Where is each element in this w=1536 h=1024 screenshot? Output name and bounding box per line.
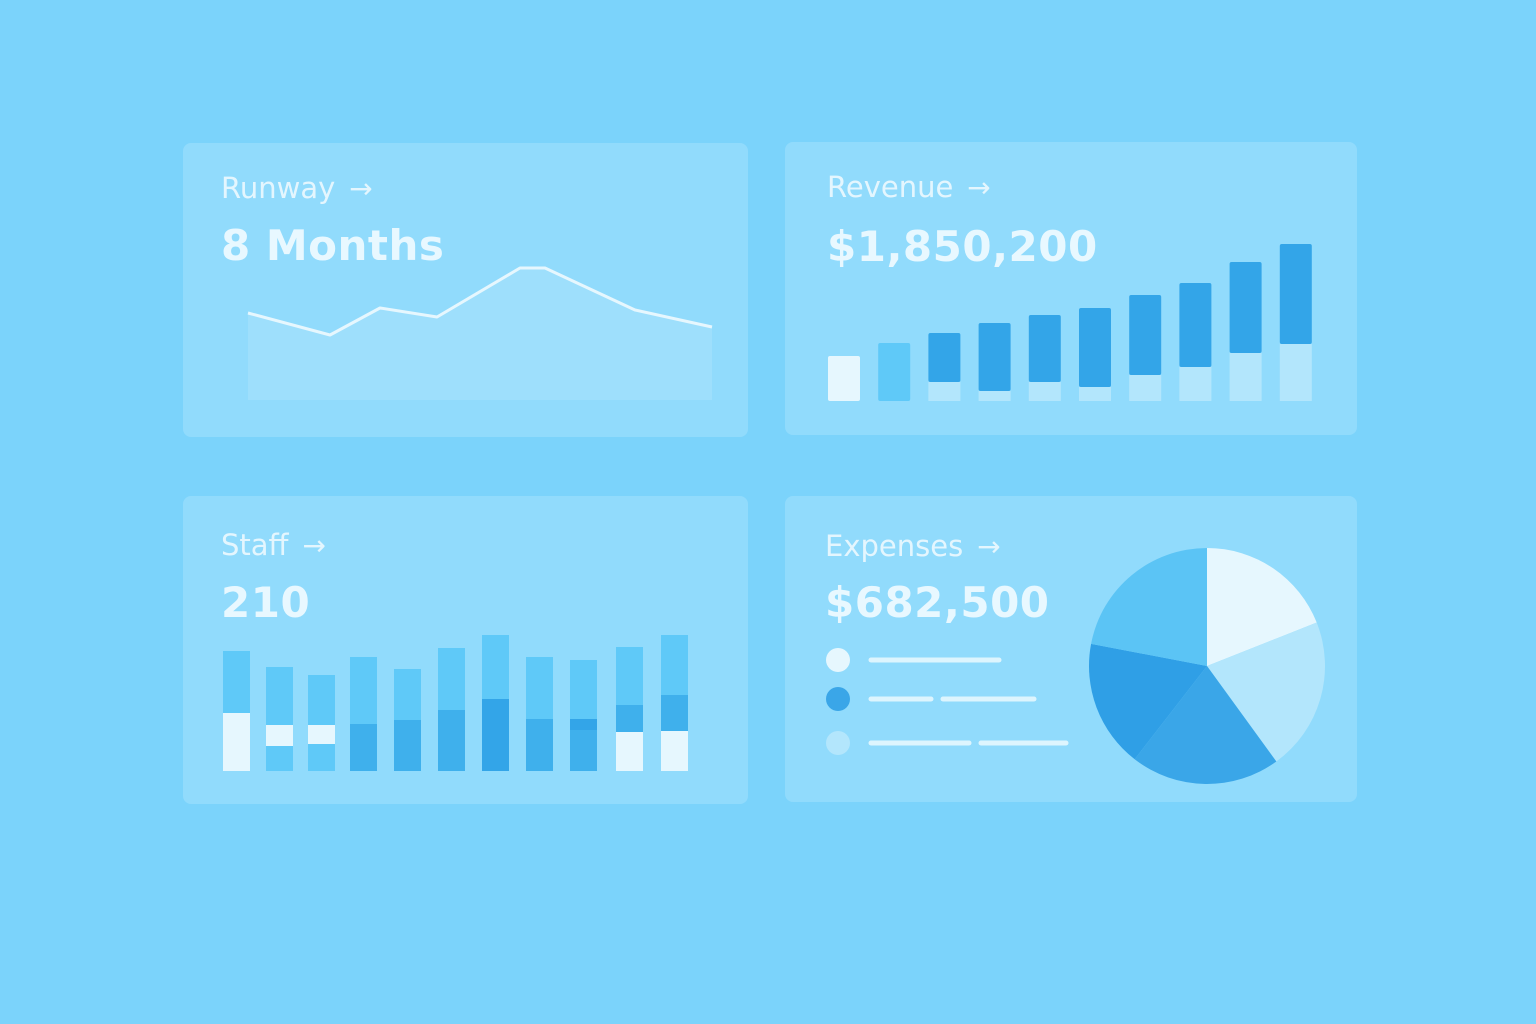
staff-bar-segment	[394, 669, 421, 720]
staff-bar-segment	[482, 635, 509, 699]
staff-value: 210	[221, 578, 311, 627]
staff-bar-segment	[570, 660, 597, 719]
staff-bar-segment	[616, 647, 643, 705]
expenses-title-link[interactable]: Expenses →	[825, 529, 1001, 563]
staff-bar-segment	[661, 731, 688, 771]
revenue-bar-upper	[1279, 244, 1312, 344]
staff-bar-segment	[394, 720, 421, 771]
revenue-bar-lower	[1179, 367, 1212, 401]
staff-bar-segment	[661, 695, 688, 731]
pie-slice	[1207, 548, 1317, 666]
runway-title: Runway	[221, 171, 336, 205]
pie-slice	[1134, 666, 1277, 784]
staff-title-link[interactable]: Staff →	[221, 528, 326, 562]
revenue-bar-upper	[978, 323, 1011, 391]
staff-bar-segment	[438, 710, 465, 771]
runway-value: 8 Months	[221, 221, 445, 270]
revenue-bar-lower	[928, 382, 961, 401]
staff-bar-segment	[266, 746, 293, 771]
runway-title-link[interactable]: Runway →	[221, 171, 373, 205]
revenue-bar-upper	[1129, 295, 1162, 375]
revenue-bar-lower	[978, 391, 1011, 401]
staff-bar-segment	[350, 724, 377, 771]
staff-bar-segment	[570, 730, 597, 771]
staff-bar-segment	[570, 719, 597, 730]
staff-bar-segment	[482, 699, 509, 771]
runway-line	[247, 266, 713, 337]
staff-bar-segment	[526, 657, 553, 719]
staff-bar-segment	[223, 713, 250, 771]
staff-title: Staff	[221, 528, 289, 562]
staff-card[interactable]: Staff → 210	[183, 496, 748, 804]
revenue-title: Revenue	[827, 170, 954, 204]
legend-dot	[826, 687, 850, 711]
pie-slice	[1089, 643, 1207, 760]
expenses-value: $682,500	[825, 578, 1050, 627]
revenue-bar-lower	[1279, 344, 1312, 401]
revenue-value: $1,850,200	[827, 222, 1098, 271]
revenue-bar-lower	[1079, 387, 1111, 401]
pie-slice	[1091, 548, 1207, 666]
expenses-title: Expenses	[825, 529, 964, 563]
staff-bar-segment	[308, 675, 335, 725]
revenue-bar-upper	[1079, 308, 1111, 387]
arrow-right-icon: →	[302, 528, 326, 562]
staff-bar-segment	[526, 719, 553, 771]
legend-dot	[826, 731, 850, 755]
staff-bar-segment	[308, 725, 335, 744]
staff-bar-segment	[266, 667, 293, 725]
arrow-right-icon: →	[977, 529, 1001, 563]
revenue-bar-upper	[1028, 315, 1061, 382]
revenue-bar-upper	[1179, 283, 1212, 367]
revenue-bar	[828, 356, 860, 401]
pie-slice	[1207, 622, 1325, 762]
revenue-bar-lower	[1028, 382, 1061, 401]
revenue-bar	[878, 343, 911, 401]
runway-area	[248, 268, 712, 400]
staff-bar-segment	[223, 651, 250, 713]
legend-dot	[826, 648, 850, 672]
arrow-right-icon: →	[349, 171, 373, 205]
revenue-title-link[interactable]: Revenue →	[827, 170, 991, 204]
revenue-bar-upper	[928, 333, 961, 382]
revenue-bar-upper	[1229, 262, 1262, 353]
staff-bar-segment	[266, 725, 293, 746]
staff-bar-segment	[616, 705, 643, 732]
staff-bar-segment	[661, 635, 688, 695]
staff-bar-segment	[616, 732, 643, 771]
staff-bar-segment	[350, 657, 377, 724]
revenue-bar-lower	[1129, 375, 1162, 401]
revenue-bar-lower	[1229, 353, 1262, 401]
arrow-right-icon: →	[967, 170, 991, 204]
staff-bar-segment	[308, 744, 335, 771]
staff-bar-segment	[438, 648, 465, 710]
